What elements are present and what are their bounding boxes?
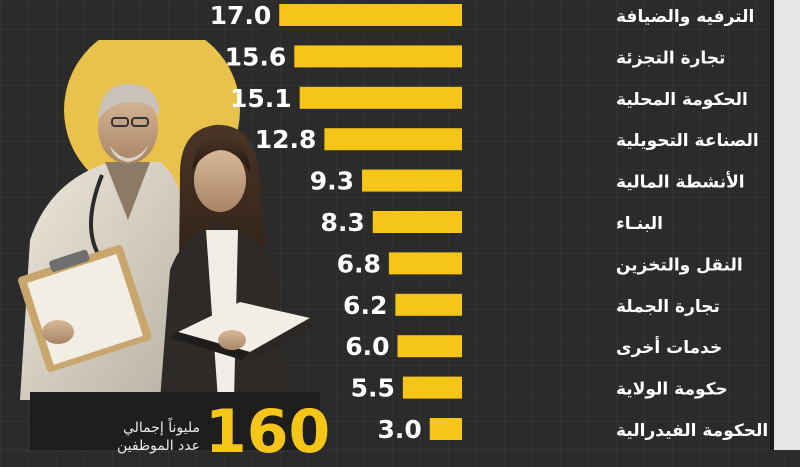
total-caption-line1: مليوناً إجمالي — [122, 420, 200, 436]
value-label-2: 15.1 — [230, 84, 292, 113]
value-label-10: 3.0 — [377, 415, 421, 444]
category-label-7: تجارة الجملة — [616, 297, 720, 317]
bar-1 — [294, 45, 462, 68]
value-label-8: 6.0 — [345, 332, 389, 361]
value-label-9: 5.5 — [351, 374, 395, 403]
value-label-3: 12.8 — [255, 125, 317, 154]
bar-9 — [402, 376, 462, 399]
category-label-8: خدمات أخرى — [616, 336, 722, 358]
right-panel — [774, 0, 800, 450]
right-panel-edge — [770, 0, 774, 450]
category-label-0: الترفيه والضيافة — [616, 7, 754, 27]
category-label-9: حكومة الولاية — [616, 380, 728, 400]
bar-3 — [324, 128, 462, 151]
total-strip-background — [30, 392, 320, 450]
category-label-6: النقل والتخزين — [616, 255, 743, 275]
category-label-2: الحكومة المحلية — [616, 90, 748, 110]
bar-8 — [397, 335, 462, 358]
category-label-3: الصناعة التحويلية — [616, 131, 759, 151]
category-label-5: البنـاء — [616, 214, 663, 234]
bar-2 — [299, 86, 462, 109]
value-label-1: 15.6 — [225, 42, 287, 71]
bar-10 — [429, 418, 462, 440]
bar-6 — [388, 252, 462, 275]
bar-5 — [372, 211, 462, 233]
bar-7 — [395, 293, 462, 316]
category-label-10: الحكومة الفيدرالية — [616, 421, 768, 441]
value-label-7: 6.2 — [343, 291, 387, 320]
value-label-5: 8.3 — [320, 208, 364, 237]
bar-0 — [279, 4, 462, 26]
value-label-6: 6.8 — [337, 249, 381, 278]
value-label-4: 9.3 — [310, 167, 354, 196]
value-label-0: 17.0 — [210, 1, 272, 30]
category-label-1: تجارة التجزئة — [616, 48, 725, 68]
bar-chart: 17.0 الترفيه والضيافة 15.6 تجارة التجزئة 15.… — [210, 1, 769, 444]
people-illustration — [18, 40, 314, 400]
bar-4 — [362, 169, 462, 192]
category-label-4: الأنشطة المالية — [616, 172, 745, 193]
